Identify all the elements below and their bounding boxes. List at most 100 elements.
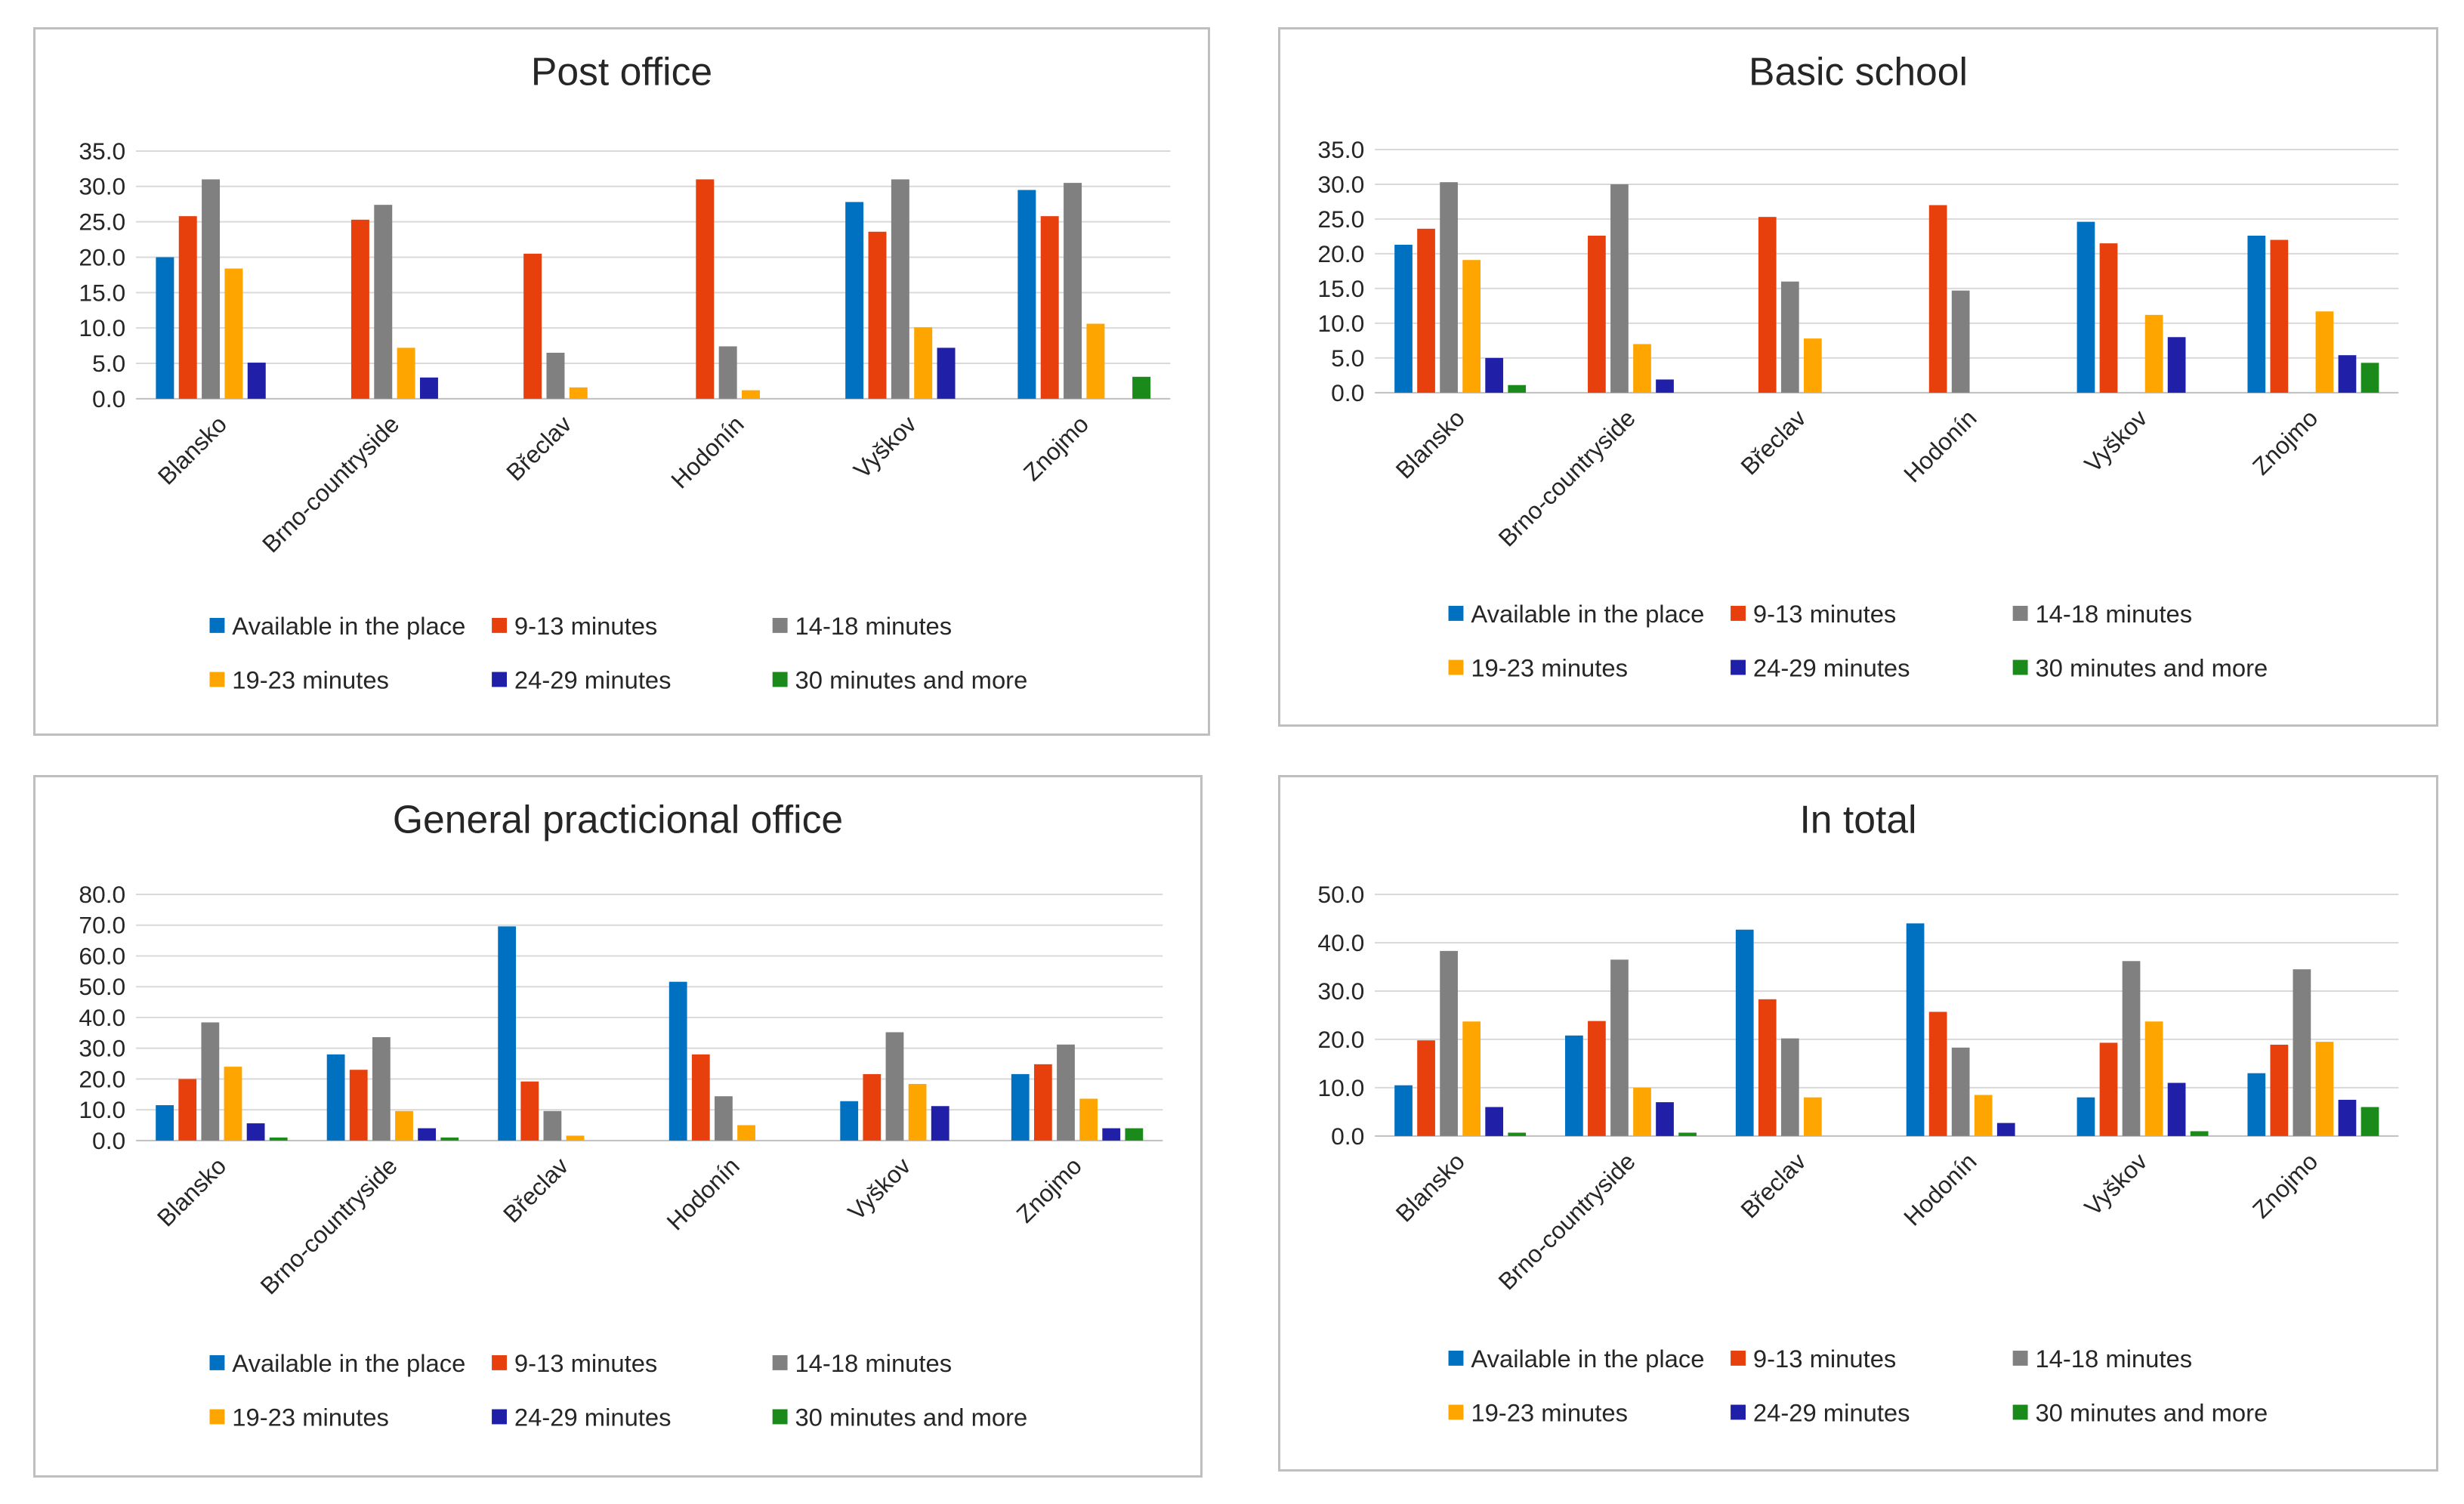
- general-practicional-office-bar-blansko-9-13-minutes: [178, 1079, 197, 1141]
- post-office-legend-swatch-24-29-minutes: [492, 672, 507, 687]
- general-practicional-office-bar-hodonin-9-13-minutes: [691, 1054, 710, 1141]
- in-total-bar-breclav-available-in-the-place: [1735, 929, 1754, 1136]
- post-office-legend-label-19-23-minutes: 19-23 minutes: [232, 666, 389, 693]
- general-practicional-office-category-label-hodonin: Hodonín: [661, 1152, 744, 1235]
- basic-school-bar-hodonin-9-13-minutes: [1928, 205, 1947, 393]
- post-office-bar-brno-countryside-9-13-minutes: [350, 219, 369, 399]
- basic-school-ytick-label: 20.0: [1317, 240, 1364, 267]
- general-practicional-office-bar-blansko-14-18-minutes: [201, 1022, 220, 1141]
- in-total-bar-vyskov-available-in-the-place: [2076, 1097, 2095, 1136]
- general-practicional-office-bar-blansko-24-29-minutes: [246, 1123, 265, 1141]
- basic-school-bar-blansko-14-18-minutes: [1440, 182, 1458, 393]
- in-total-bar-vyskov-30-minutes-and-more: [2190, 1131, 2209, 1136]
- general-practicional-office-category-label-blansko: Blansko: [152, 1152, 231, 1231]
- basic-school-bar-breclav-19-23-minutes: [1803, 338, 1822, 393]
- post-office-bar-breclav-14-18-minutes: [546, 352, 565, 399]
- post-office-ytick-label: 30.0: [79, 173, 125, 200]
- basic-school-bar-vyskov-19-23-minutes: [2144, 314, 2163, 393]
- in-total-bar-vyskov-14-18-minutes: [2122, 961, 2141, 1136]
- general-practicional-office-bar-znojmo-24-29-minutes: [1102, 1128, 1121, 1141]
- general-practicional-office-bar-brno-countryside-30-minutes-and-more: [440, 1137, 459, 1141]
- in-total-category-label-znojmo: Znojmo: [2247, 1147, 2323, 1223]
- post-office-legend-swatch-available-in-the-place: [209, 617, 225, 633]
- in-total-legend-label-available-in-the-place: Available in the place: [1471, 1345, 1704, 1373]
- basic-school-ytick-label: 25.0: [1317, 205, 1364, 233]
- post-office-bar-blansko-19-23-minutes: [224, 268, 243, 399]
- basic-school-bar-znojmo-9-13-minutes: [2270, 239, 2289, 393]
- basic-school-legend-label-24-29-minutes: 24-29 minutes: [1753, 653, 1910, 681]
- general-practicional-office-bar-blansko-19-23-minutes: [224, 1067, 242, 1141]
- in-total-category-label-brno-countryside: Brno-countryside: [1493, 1147, 1641, 1295]
- post-office-legend-swatch-30-minutes-and-more: [772, 672, 788, 687]
- general-practicional-office-category-label-vyskov: Vyškov: [842, 1152, 916, 1225]
- in-total-title: In total: [1799, 798, 1916, 842]
- post-office-bar-blansko-available-in-the-place: [156, 257, 174, 399]
- general-practicional-office-ytick-label: 80.0: [79, 881, 125, 908]
- chart-post-office: Post office 0.0 5.0 10.0 15.0 20.0 25.0 30.0 35.…: [33, 27, 1210, 736]
- general-practicional-office-bar-brno-countryside-19-23-minutes: [395, 1110, 413, 1141]
- post-office-bar-znojmo-14-18-minutes: [1064, 183, 1082, 399]
- post-office-bar-vyskov-available-in-the-place: [845, 202, 864, 399]
- post-office-legend-label-24-29-minutes: 24-29 minutes: [514, 666, 672, 693]
- basic-school-bar-breclav-9-13-minutes: [1758, 217, 1777, 393]
- post-office-bar-blansko-24-29-minutes: [247, 363, 266, 399]
- in-total-bar-znojmo-30-minutes-and-more: [2361, 1107, 2379, 1136]
- post-office-bar-znojmo-available-in-the-place: [1017, 190, 1036, 399]
- post-office-bar-blansko-14-18-minutes: [202, 179, 221, 399]
- basic-school-bar-vyskov-24-29-minutes: [2167, 337, 2186, 393]
- chart-general-practicional-office-svg: General practicional office 0.0 10.0 20.0 30…: [79, 798, 1163, 1431]
- general-practicional-office-bar-breclav-14-18-minutes: [543, 1110, 562, 1141]
- post-office-ytick-label: 10.0: [79, 314, 125, 341]
- post-office-bar-brno-countryside-14-18-minutes: [374, 205, 393, 399]
- post-office-bar-hodonin-19-23-minutes: [742, 390, 760, 399]
- post-office-title: Post office: [531, 50, 712, 94]
- general-practicional-office-bar-breclav-available-in-the-place: [498, 926, 517, 1141]
- general-practicional-office-bar-vyskov-available-in-the-place: [840, 1101, 859, 1141]
- basic-school-category-label-hodonin: Hodonín: [1898, 404, 1981, 487]
- post-office-bar-blansko-9-13-minutes: [178, 216, 197, 399]
- basic-school-ytick-label: 30.0: [1317, 171, 1364, 198]
- in-total-bar-brno-countryside-24-29-minutes: [1656, 1102, 1674, 1136]
- in-total-ytick-label: 40.0: [1317, 929, 1364, 956]
- in-total-bar-brno-countryside-30-minutes-and-more: [1678, 1132, 1697, 1136]
- in-total-bar-brno-countryside-available-in-the-place: [1565, 1035, 1583, 1136]
- basic-school-bar-brno-countryside-9-13-minutes: [1588, 236, 1606, 393]
- basic-school-ytick-label: 0.0: [1331, 379, 1364, 406]
- post-office-ytick-label: 0.0: [92, 385, 125, 412]
- chart-general-practicional-office: General practicional office 0.0 10.0 20.0 30…: [33, 775, 1203, 1478]
- basic-school-bar-znojmo-19-23-minutes: [2315, 311, 2334, 393]
- general-practicional-office-bar-brno-countryside-24-29-minutes: [418, 1128, 437, 1141]
- post-office-ytick-label: 15.0: [79, 279, 125, 306]
- general-practicional-office-ytick-label: 10.0: [79, 1096, 125, 1123]
- general-practicional-office-ytick-label: 20.0: [79, 1065, 125, 1092]
- post-office-category-label-znojmo: Znojmo: [1018, 410, 1094, 486]
- general-practicional-office-bar-brno-countryside-9-13-minutes: [349, 1070, 368, 1141]
- basic-school-legend-label-14-18-minutes: 14-18 minutes: [2035, 600, 2192, 628]
- post-office-ytick-label: 35.0: [79, 137, 125, 165]
- general-practicional-office-bar-blansko-30-minutes-and-more: [269, 1137, 288, 1141]
- basic-school-legend-swatch-19-23-minutes: [1448, 659, 1464, 675]
- in-total-legend-swatch-19-23-minutes: [1448, 1404, 1464, 1420]
- basic-school-legend-swatch-9-13-minutes: [1731, 606, 1746, 621]
- general-practicional-office-legend-label-9-13-minutes: 9-13 minutes: [514, 1349, 657, 1377]
- in-total-bar-blansko-available-in-the-place: [1394, 1085, 1413, 1136]
- in-total-bar-breclav-19-23-minutes: [1803, 1097, 1822, 1136]
- general-practicional-office-legend-swatch-24-29-minutes: [492, 1409, 507, 1425]
- basic-school-bar-blansko-19-23-minutes: [1462, 260, 1481, 393]
- general-practicional-office-legend-label-available-in-the-place: Available in the place: [232, 1349, 465, 1377]
- basic-school-bar-blansko-30-minutes-and-more: [1508, 384, 1527, 393]
- in-total-bar-blansko-30-minutes-and-more: [1508, 1132, 1527, 1136]
- post-office-category-label-blansko: Blansko: [153, 410, 232, 489]
- post-office-ytick-label: 20.0: [79, 243, 125, 270]
- post-office-legend-swatch-9-13-minutes: [492, 617, 507, 633]
- post-office-bar-breclav-9-13-minutes: [523, 253, 542, 399]
- basic-school-category-label-blansko: Blansko: [1391, 404, 1470, 483]
- general-practicional-office-bar-hodonin-available-in-the-place: [668, 981, 687, 1141]
- post-office-bar-hodonin-14-18-minutes: [718, 346, 737, 399]
- general-practicional-office-bar-brno-countryside-available-in-the-place: [326, 1054, 345, 1141]
- general-practicional-office-ytick-label: 0.0: [92, 1127, 125, 1154]
- in-total-bar-vyskov-19-23-minutes: [2144, 1021, 2163, 1136]
- basic-school-bar-znojmo-available-in-the-place: [2247, 236, 2266, 393]
- general-practicional-office-legend-swatch-30-minutes-and-more: [772, 1409, 788, 1425]
- chart-post-office-svg: Post office 0.0 5.0 10.0 15.0 20.0 25.0 30.0 35.…: [79, 50, 1171, 693]
